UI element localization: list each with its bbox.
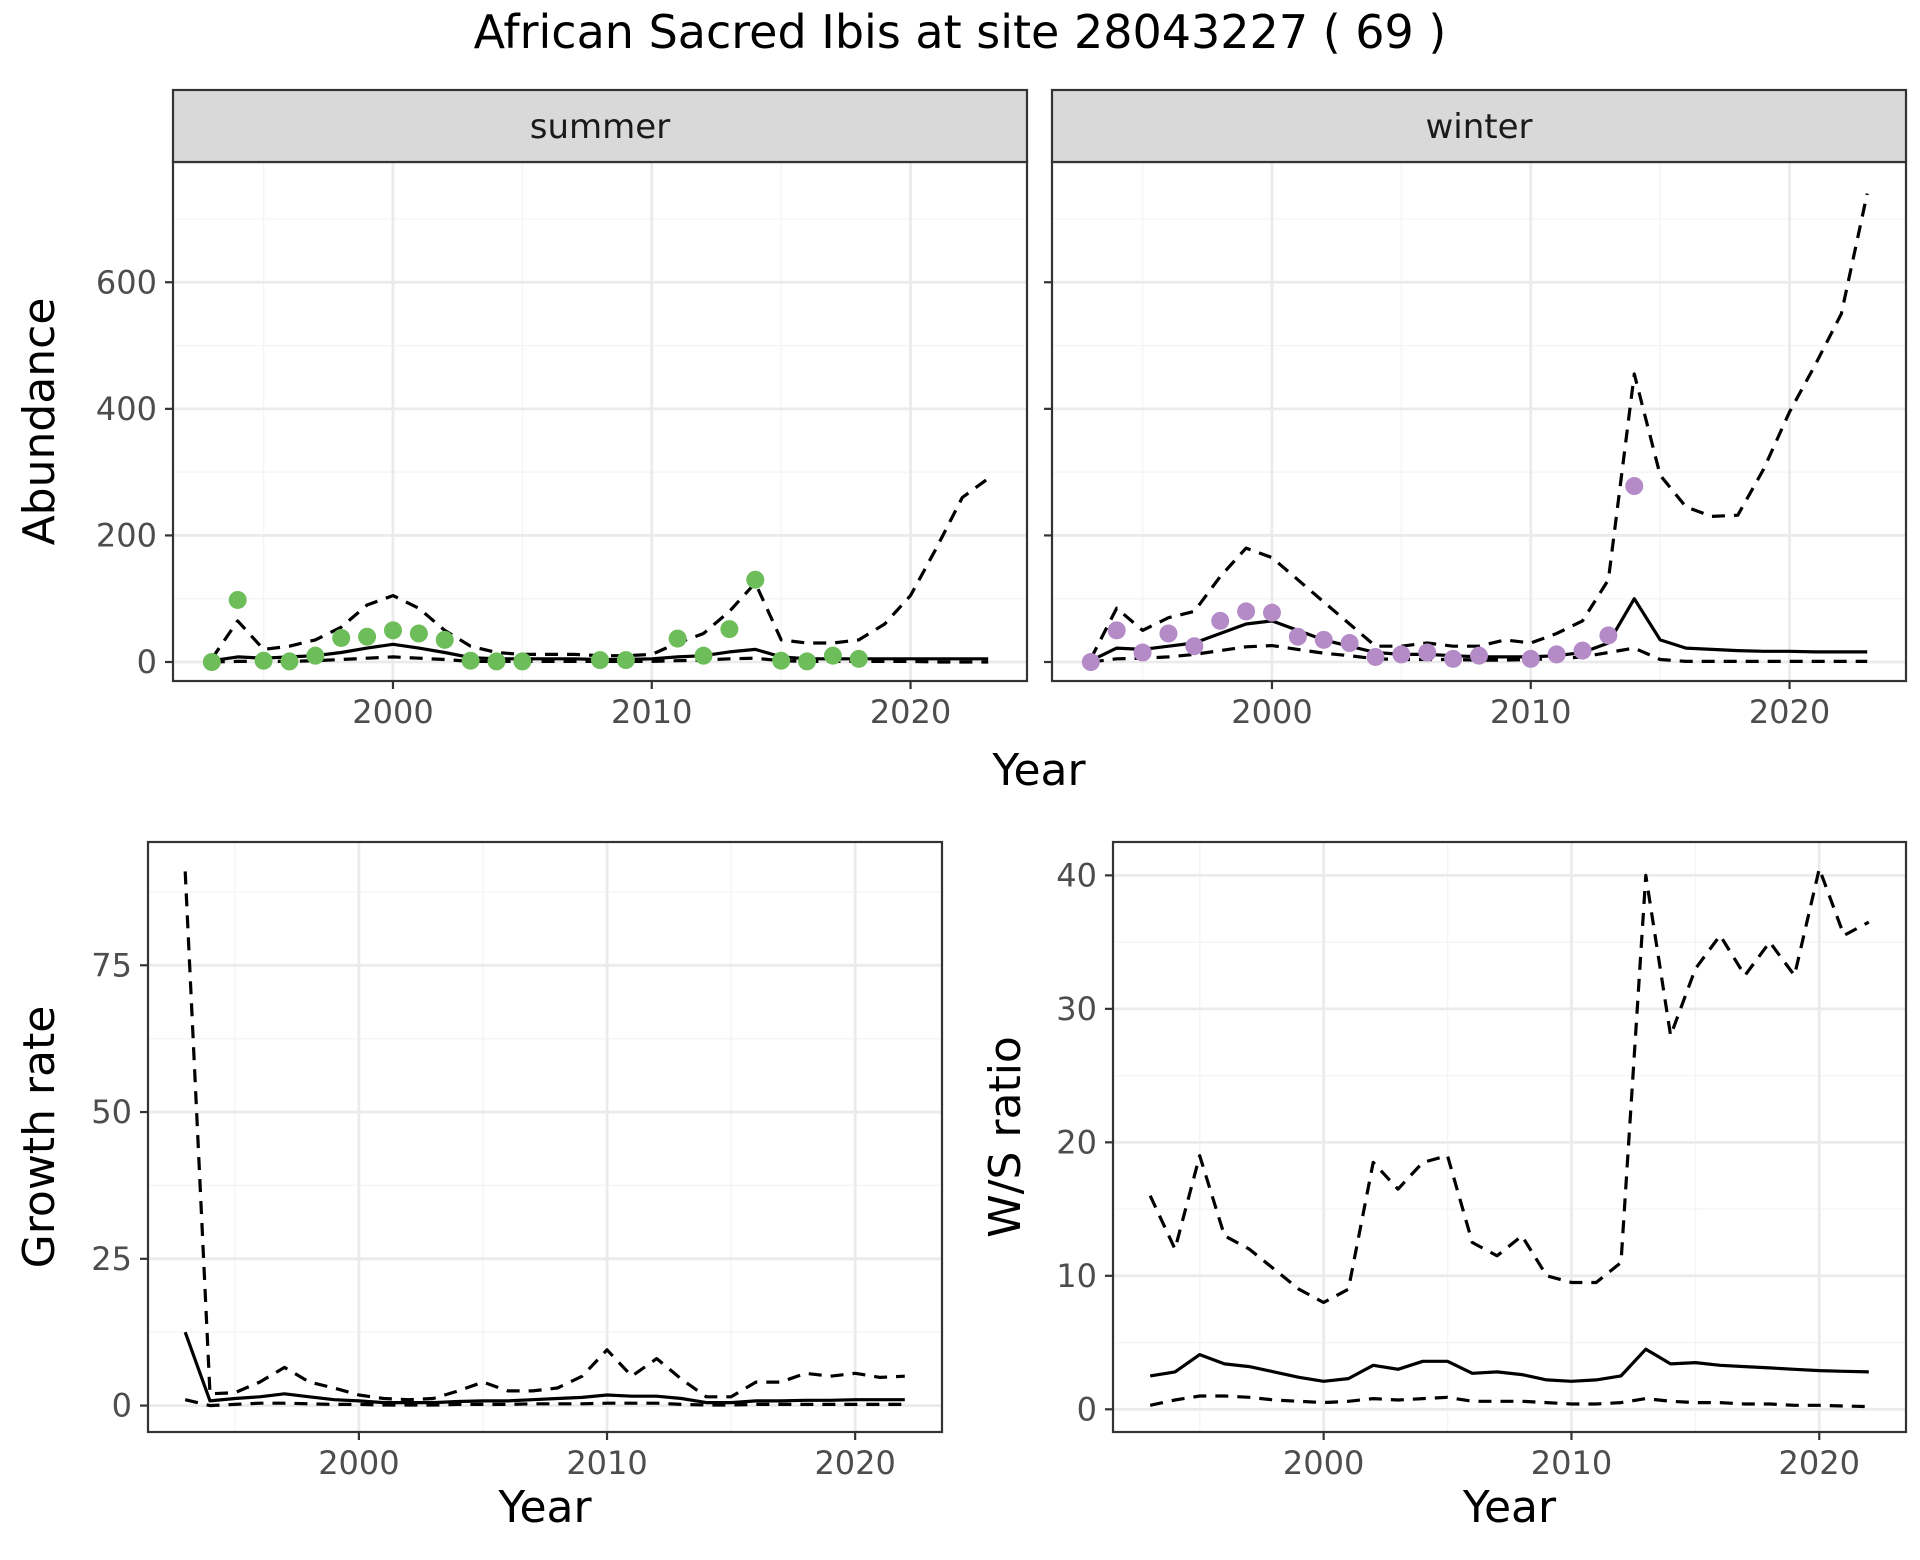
plot-area [173,162,1027,681]
x-tick-label: 2000 [1283,1444,1364,1482]
y-tick-label: 40 [1056,856,1097,894]
data-point [228,590,247,609]
top-shared-x-axis-label: Year [991,745,1086,796]
data-point [798,652,817,671]
data-point [513,652,532,671]
data-point [668,629,687,648]
data-point [694,646,713,665]
x-axis-label: Year [497,1482,592,1533]
data-point [280,652,299,671]
x-tick-label: 2000 [1231,693,1312,731]
data-point [1366,647,1385,666]
series-line-estimate [1149,1347,1869,1383]
data-point [1211,611,1230,630]
data-point [591,651,609,670]
series-line-lower-bound [184,1398,905,1408]
data-point [461,651,480,670]
series-line-lower-bound [1149,1394,1869,1409]
x-axis-label: Year [1462,1482,1557,1533]
series-line-upper-bound [1089,193,1869,660]
x-tick-label: 2010 [1490,693,1571,731]
data-point [720,620,739,639]
y-tick-label: 50 [91,1093,132,1131]
x-tick-label: 2010 [611,693,692,731]
panel-winter: winter 2000 2010 2020 [1044,88,1908,731]
y-tick-label: 400 [96,390,157,428]
facet-strip [1050,88,1908,164]
data-point [849,649,868,668]
y-tick-label: 0 [1077,1390,1097,1428]
series-line-estimate [183,1331,905,1405]
plot-area [148,842,942,1432]
data-point [1314,630,1333,649]
facet-strip-label: winter [1425,107,1532,147]
data-point [1547,645,1566,664]
data-point [306,646,325,665]
data-point [1081,653,1100,672]
data-point [202,653,221,672]
data-point [1185,637,1204,656]
y-tick-label: 0 [112,1387,132,1425]
data-point [1392,645,1411,664]
facet-strip [171,88,1029,164]
panel-ws_ratio: 2000 2010 2020 0 10 20 30 40 W/S ratio Year [980,840,1908,1533]
x-tick-label: 2020 [814,1444,895,1482]
x-tick-label: 2000 [318,1444,399,1482]
y-axis-label: Growth rate [14,1006,65,1269]
y-tick-label: 200 [96,516,157,554]
data-point [435,630,454,649]
panel-border [1111,840,1908,1434]
data-point [823,646,842,665]
plot-area [1052,162,1906,681]
x-tick-label: 2020 [870,693,951,731]
data-point [1133,643,1152,662]
data-point [616,651,635,670]
y-tick-label: 75 [91,946,132,984]
panel-summer: summer 2000 2010 2020 0 200 400 600 Abundance [14,88,1029,731]
data-point [1340,634,1359,653]
data-point [358,627,377,646]
data-point [1470,646,1488,665]
series-line-upper-bound [1148,867,1870,1305]
series-line-upper-bound [183,871,905,1402]
panel-border [146,840,944,1434]
data-point [1573,641,1592,660]
data-point [772,651,791,670]
data-point [1444,649,1463,668]
y-tick-label: 20 [1056,1123,1097,1161]
panel-growth: 2000 2010 2020 0 25 50 75 Growth rate Year [14,840,944,1533]
data-point [1418,643,1437,662]
x-tick-label: 2020 [1749,693,1830,731]
x-tick-label: 2010 [566,1444,647,1482]
data-point [1107,621,1126,640]
data-point [487,652,506,671]
plot-area [1113,842,1906,1432]
data-point [409,624,428,643]
y-tick-label: 30 [1056,990,1097,1028]
data-point [1262,603,1281,622]
data-point [254,651,273,670]
data-point [1159,624,1178,643]
data-point [1521,649,1540,668]
y-tick-label: 0 [137,643,157,681]
x-tick-label: 2020 [1779,1444,1860,1482]
data-point [1625,477,1644,496]
data-point [746,570,765,589]
data-point [332,628,351,647]
y-tick-label: 600 [96,263,157,301]
data-point [383,621,402,640]
facet-strip-label: summer [530,107,670,147]
y-axis-label: Abundance [14,298,65,546]
x-tick-label: 2000 [352,693,433,731]
y-axis-label: W/S ratio [980,1036,1031,1238]
data-point [1237,602,1256,621]
y-tick-label: 25 [91,1240,132,1278]
data-point [1599,626,1618,645]
y-tick-label: 10 [1056,1257,1097,1295]
figure-title: African Sacred Ibis at site 28043227 ( 6… [474,5,1447,59]
data-point [1288,627,1307,646]
x-tick-label: 2010 [1531,1444,1612,1482]
